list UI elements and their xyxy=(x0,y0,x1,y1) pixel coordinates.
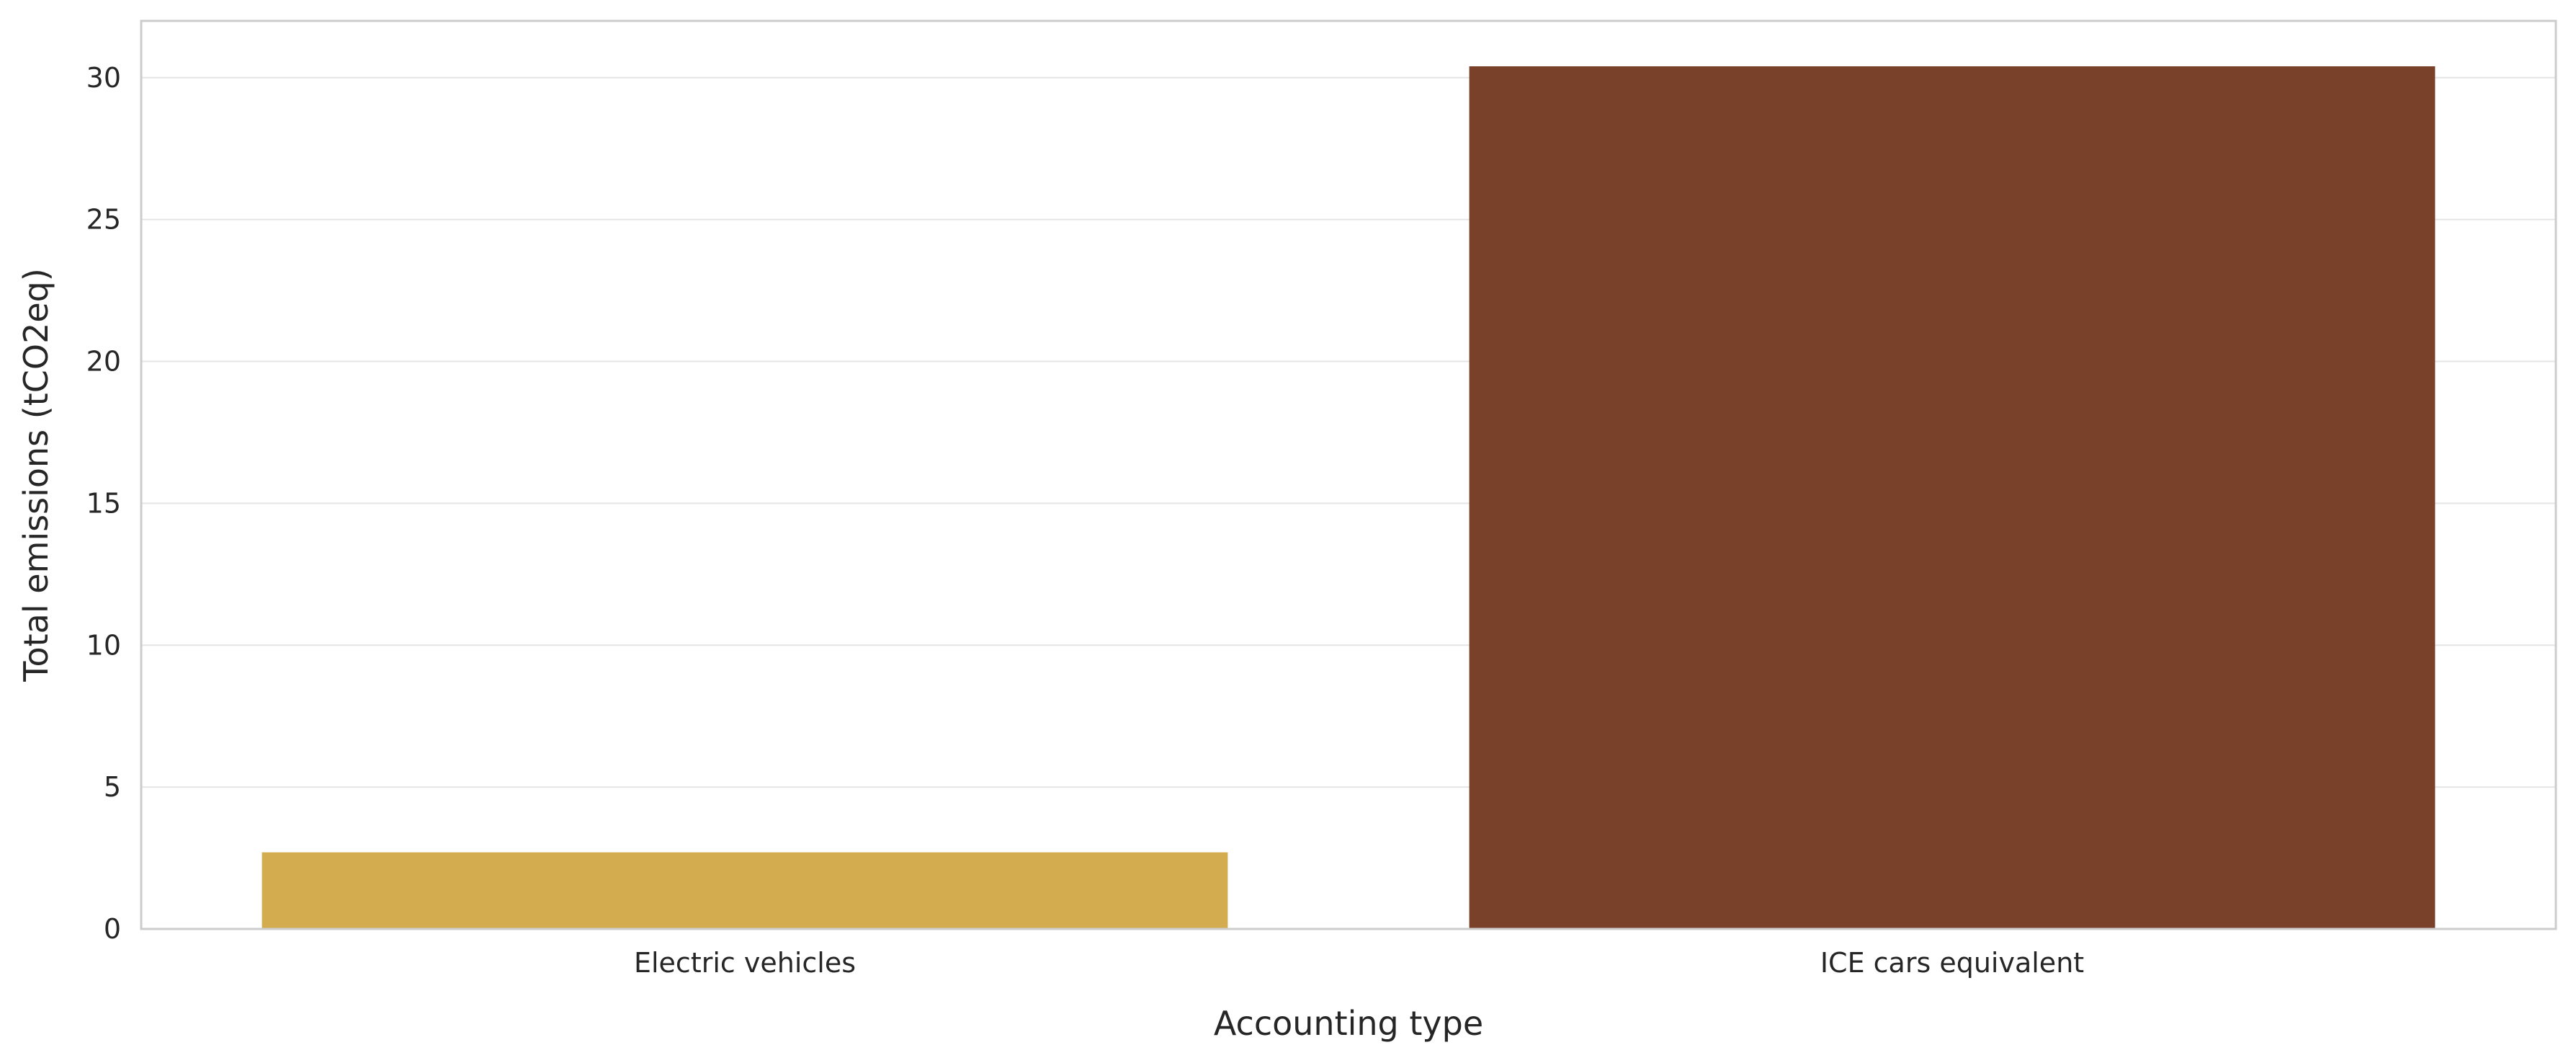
plot-frame xyxy=(140,19,2557,930)
y-tick-label: 10 xyxy=(86,629,121,661)
y-tick-label: 15 xyxy=(86,487,121,519)
y-tick-label: 20 xyxy=(86,346,121,378)
x-tick-label: ICE cars equivalent xyxy=(1820,947,2084,979)
y-tick-label: 5 xyxy=(104,771,121,803)
y-axis-ticks: 0 5 10 15 20 25 30 xyxy=(86,62,121,945)
x-tick-label: Electric vehicles xyxy=(634,947,856,979)
bar-electric-vehicles xyxy=(261,852,1228,929)
y-tick-label: 25 xyxy=(86,204,121,236)
y-tick-label: 30 xyxy=(86,62,121,94)
bars xyxy=(261,66,2436,929)
y-axis-title: Total emissions (tCO2eq) xyxy=(17,268,55,682)
x-axis-ticks: Electric vehicles ICE cars equivalent xyxy=(634,947,2084,979)
gridlines xyxy=(141,76,2556,930)
y-tick-label: 0 xyxy=(104,913,121,945)
x-axis-title: Accounting type xyxy=(1214,1004,1483,1043)
bar-ice-cars-equivalent xyxy=(1469,66,2436,929)
